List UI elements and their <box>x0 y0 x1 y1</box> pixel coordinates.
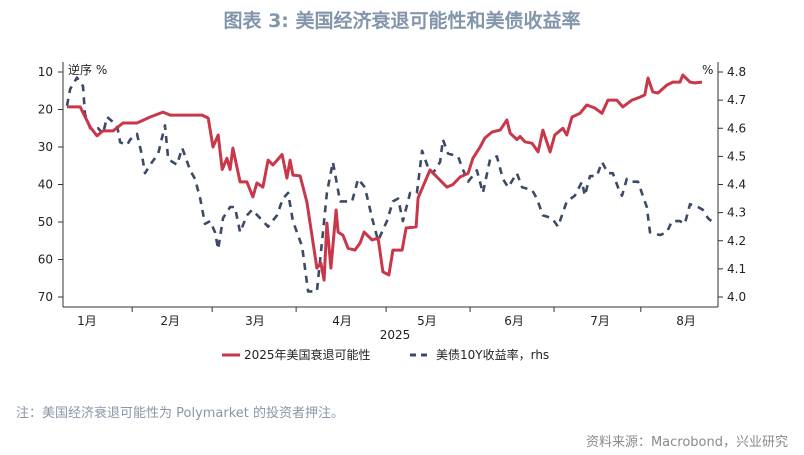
series-us10y-yield <box>65 76 716 293</box>
month-label: 6月 <box>504 314 524 328</box>
left-tick-label: 50 <box>38 215 53 229</box>
left-tick-label: 10 <box>38 65 53 79</box>
left-tick-label: 40 <box>38 178 53 192</box>
right-tick-label: 4.3 <box>727 206 746 220</box>
series-recession-probability <box>67 73 703 282</box>
chart-title: 图表 3: 美国经济衰退可能性和美债收益率 <box>223 10 581 32</box>
left-tick-label: 30 <box>38 140 53 154</box>
right-tick-label: 4.4 <box>727 178 746 192</box>
month-label: 3月 <box>245 314 265 328</box>
month-label: 2月 <box>160 314 180 328</box>
left-tick-label: 20 <box>38 103 53 117</box>
x-axis-title: 2025 <box>380 328 411 342</box>
legend-label-yield: 美债10Y收益率，rhs <box>436 347 549 362</box>
axes: 10 20 30 40 50 60 70 4.0 4.1 4.2 4.3 4.4 4.5 4.6 4.7 4.… <box>38 62 746 328</box>
right-axis-label: % <box>702 63 713 77</box>
right-tick-label: 4.5 <box>727 149 746 163</box>
month-label: 5月 <box>417 314 437 328</box>
legend-label-recession: 2025年美国衰退可能性 <box>244 347 371 362</box>
legend: 2025年美国衰退可能性 美债10Y收益率，rhs <box>222 347 549 362</box>
left-axis-label: 逆序 % <box>68 62 107 77</box>
series-lines <box>65 73 716 293</box>
footnote: 注：美国经济衰退可能性为 Polymarket 的投资者押注。 <box>16 406 345 421</box>
right-tick-label: 4.0 <box>727 290 746 304</box>
right-tick-label: 4.8 <box>727 65 746 79</box>
month-label: 4月 <box>332 314 352 328</box>
left-tick-label: 70 <box>38 290 53 304</box>
source-note: 资料来源：Macrobond，兴业研究 <box>585 435 788 450</box>
right-tick-label: 4.6 <box>727 121 746 135</box>
right-tick-label: 4.7 <box>727 93 746 107</box>
month-label: 1月 <box>77 314 97 328</box>
chart: 10 20 30 40 50 60 70 4.0 4.1 4.2 4.3 4.4 4.5 4.6 4.7 4.… <box>38 62 746 362</box>
month-label: 7月 <box>590 314 610 328</box>
month-label: 8月 <box>676 314 696 328</box>
right-tick-label: 4.1 <box>727 262 746 276</box>
left-tick-label: 60 <box>38 253 53 267</box>
right-tick-label: 4.2 <box>727 234 746 248</box>
